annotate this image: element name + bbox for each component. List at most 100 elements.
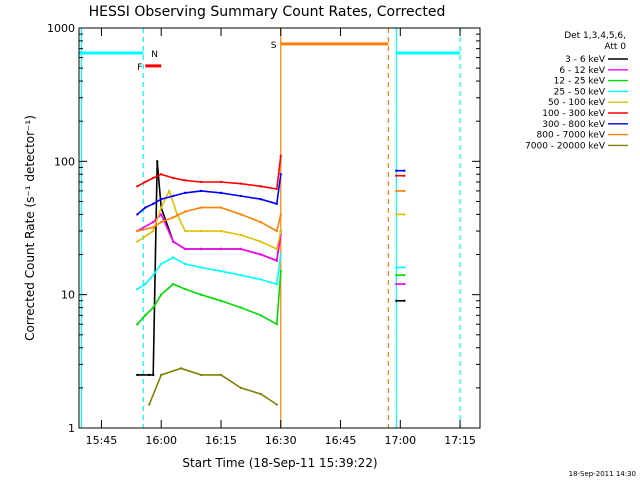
segment2-point-7-0 [395, 189, 398, 193]
x-tick-label-3: 16:30 [265, 434, 297, 447]
main-point-2-11 [279, 269, 282, 273]
main-point-1-8 [259, 253, 263, 256]
main-point-3-6 [199, 266, 203, 269]
main-point-2-2 [152, 306, 155, 309]
segment2-point-6-1 [403, 169, 406, 172]
main-point-3-9 [259, 278, 263, 281]
flag-label-N: N [151, 50, 158, 60]
main-point-5-1 [144, 180, 147, 184]
main-point-2-1 [144, 314, 147, 317]
main-point-5-2 [152, 176, 155, 180]
main-series-5 [136, 155, 282, 190]
main-point-2-0 [136, 323, 139, 326]
main-point-7-10 [279, 213, 282, 216]
main-point-1-1 [152, 220, 155, 224]
flag-label-F: F [137, 63, 142, 73]
main-point-5-9 [259, 185, 263, 188]
main-point-6-11 [279, 173, 282, 176]
main-point-1-4 [183, 247, 187, 251]
x-tick-label-4: 16:45 [325, 434, 357, 447]
segment2-point-0-1 [403, 299, 406, 302]
main-point-4-11 [279, 229, 282, 233]
main-series-6 [136, 174, 282, 216]
main-point-7-8 [259, 220, 263, 224]
plot-frame [78, 27, 481, 429]
main-point-1-7 [239, 247, 243, 251]
main-point-1-2 [160, 213, 163, 216]
main-point-8-1 [160, 373, 163, 377]
main-point-5-5 [183, 179, 187, 182]
main-point-0-2 [152, 373, 155, 377]
main-point-4-3 [167, 189, 171, 193]
y-tick-label-1: 10 [61, 289, 75, 302]
main-point-1-6 [219, 247, 223, 251]
main-point-3-5 [183, 262, 187, 266]
segment2-point-3-0 [395, 266, 398, 269]
main-point-8-3 [199, 373, 203, 377]
main-point-3-7 [219, 269, 223, 273]
axes: 15:45 16:00 16:15 16:30 16:45 17:00 17:15 1 10 10… [47, 22, 480, 447]
main-point-7-1 [152, 226, 155, 229]
main-point-7-2 [160, 220, 163, 224]
main-point-8-7 [275, 403, 278, 406]
main-point-2-3 [160, 293, 163, 296]
main-point-6-0 [136, 213, 139, 216]
x-tick-label-1: 16:00 [145, 434, 177, 447]
segment2-point-4-1 [403, 213, 406, 216]
main-series-2 [136, 271, 282, 326]
main-point-0-0 [136, 373, 139, 377]
x-tick-label-0: 15:45 [86, 434, 118, 447]
main-point-8-4 [219, 373, 223, 377]
main-point-2-6 [199, 293, 203, 296]
segment2-point-3-1 [403, 266, 406, 269]
legend-header-0: Det 1,3,4,5,6, [564, 31, 626, 41]
main-series-7 [137, 206, 282, 233]
legend-label-3: 25 - 50 keV [554, 87, 606, 97]
main-point-7-5 [199, 206, 203, 209]
main-point-2-5 [183, 287, 187, 291]
segment2-point-1-1 [403, 282, 406, 286]
legend-label-5: 100 - 300 keV [542, 109, 606, 119]
main-point-4-5 [183, 229, 187, 233]
main-point-2-4 [171, 282, 175, 286]
segment2-point-1-0 [395, 282, 398, 286]
y-tick-label-3: 1000 [47, 22, 75, 35]
x-tick-label-2: 16:15 [205, 434, 237, 447]
segment2-point-4-0 [395, 213, 398, 216]
main-point-5-8 [239, 182, 243, 185]
legend-label-6: 300 - 800 keV [542, 120, 606, 130]
main-point-6-2 [152, 202, 155, 206]
main-point-5-7 [219, 180, 223, 184]
main-point-7-7 [239, 213, 243, 216]
main-point-5-10 [275, 187, 278, 191]
main-point-3-0 [136, 287, 139, 291]
main-point-4-8 [239, 233, 243, 237]
main-point-6-7 [219, 191, 223, 195]
main-point-0-1 [148, 373, 151, 377]
main-point-3-8 [239, 273, 243, 277]
main-point-1-9 [275, 259, 278, 262]
main-point-6-1 [144, 206, 147, 209]
main-point-5-0 [136, 185, 139, 188]
main-point-4-7 [219, 229, 223, 233]
main-point-8-6 [259, 392, 263, 396]
flag-label-S: S [271, 41, 277, 51]
main-point-4-1 [152, 229, 155, 233]
segment2-point-2-0 [395, 273, 398, 277]
main-point-4-0 [136, 240, 139, 243]
main-point-6-3 [160, 197, 163, 201]
main-point-8-2 [179, 367, 183, 370]
segment2-point-5-1 [403, 174, 406, 177]
main-point-6-4 [171, 194, 175, 198]
main-point-4-2 [160, 206, 163, 209]
main-point-7-0 [136, 229, 139, 233]
y-tick-label-0: 1 [68, 422, 75, 435]
main-point-1-3 [171, 240, 175, 243]
segment2-point-5-0 [395, 174, 398, 177]
main-series-4 [136, 188, 282, 251]
main-point-6-10 [275, 202, 278, 206]
main-point-7-4 [183, 210, 187, 213]
segment2-point-2-1 [403, 273, 406, 277]
